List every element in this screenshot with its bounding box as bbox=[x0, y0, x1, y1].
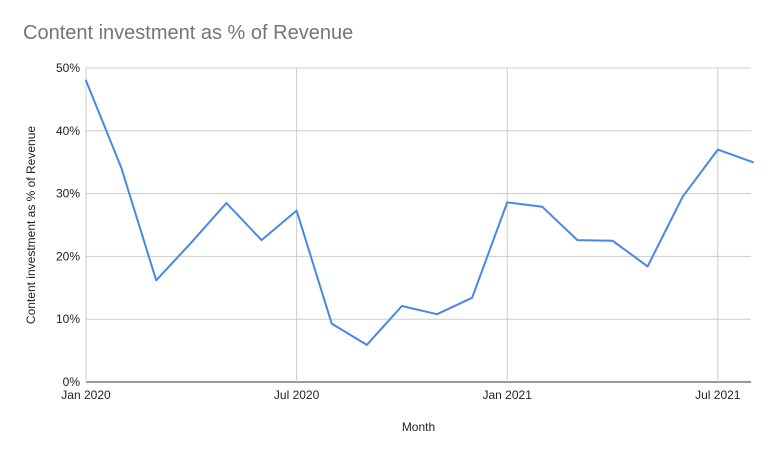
series-group bbox=[85, 79, 754, 346]
x-tick-labels: Jan 2020 Jul 2020 Jan 2021 Jul 2021 bbox=[61, 388, 741, 402]
y-axis-title: Content investment as % of Revenue bbox=[24, 126, 38, 324]
y-tick-labels: 0% 10% 20% 30% 40% 50% bbox=[56, 61, 80, 389]
y-tick-label: 20% bbox=[56, 249, 80, 263]
y-tick-label: 50% bbox=[56, 61, 80, 75]
series-line bbox=[85, 79, 754, 346]
x-axis-title: Month bbox=[402, 420, 435, 434]
y-tick-label: 0% bbox=[63, 375, 81, 389]
x-tick-label: Jan 2020 bbox=[61, 388, 111, 402]
x-tick-label: Jul 2021 bbox=[695, 388, 741, 402]
y-tick-label: 10% bbox=[56, 312, 80, 326]
grid-lines bbox=[85, 67, 751, 383]
x-tick-label: Jul 2020 bbox=[274, 388, 320, 402]
chart-title: Content investment as % of Revenue bbox=[23, 22, 354, 44]
x-tick-label: Jan 2021 bbox=[483, 388, 533, 402]
y-tick-label: 30% bbox=[56, 187, 80, 201]
y-tick-label: 40% bbox=[56, 124, 80, 138]
